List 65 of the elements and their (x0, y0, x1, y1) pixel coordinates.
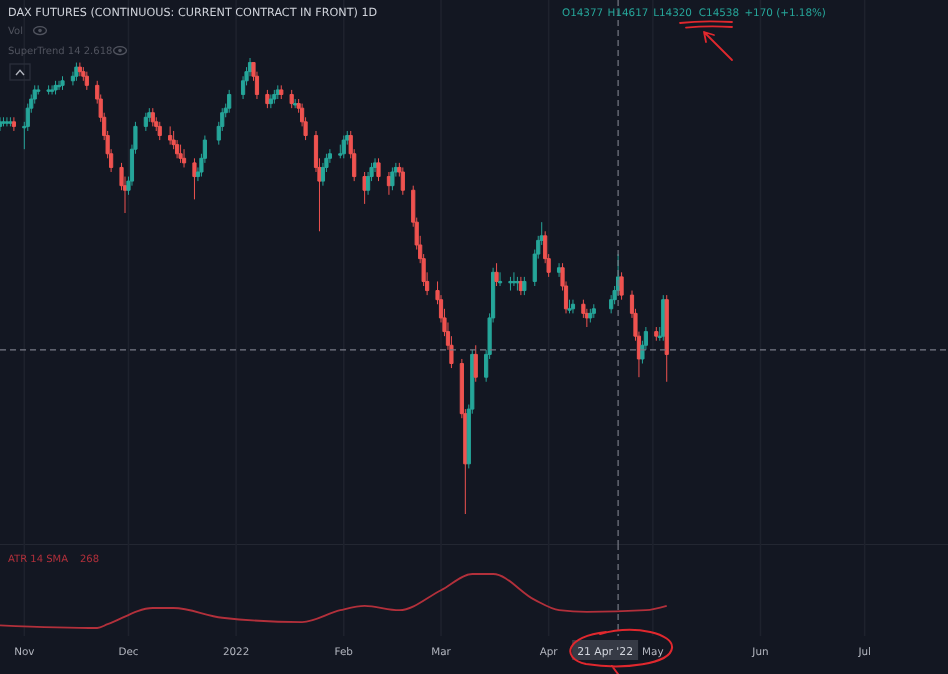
candlestick (74, 62, 79, 82)
candlestick (390, 166, 395, 191)
candlestick (150, 107, 155, 127)
candlestick (56, 80, 62, 91)
candlestick (327, 148, 332, 164)
candlestick (494, 262, 499, 287)
candlestick (515, 276, 520, 292)
candlestick (11, 116, 16, 132)
candlestick (154, 116, 159, 132)
candlestick (81, 66, 86, 82)
candlestick (84, 71, 89, 91)
candlestick (268, 93, 273, 109)
candlestick (192, 157, 197, 200)
candlestick (386, 171, 392, 196)
candlestick (279, 84, 284, 100)
candlestick (365, 171, 371, 196)
candlestick (581, 299, 586, 319)
candlestick (8, 116, 13, 127)
candlestick (46, 84, 51, 95)
candlestick (178, 144, 183, 164)
candlestick (570, 299, 576, 314)
candlestick (1, 116, 6, 127)
candlestick (70, 71, 76, 86)
candlestick (227, 89, 232, 114)
candlestick (362, 171, 367, 205)
candlestick (247, 57, 253, 77)
candlestick (511, 271, 517, 287)
candlestick (272, 89, 277, 105)
candlestick (522, 276, 527, 296)
candlestick (556, 262, 562, 278)
candlestick (60, 75, 65, 91)
candlestick (181, 148, 187, 168)
candlestick (400, 166, 405, 196)
candlestick (275, 84, 280, 100)
candlestick (147, 107, 152, 123)
candlestick (518, 276, 523, 296)
candlestick (175, 139, 180, 159)
candlestick (4, 116, 10, 127)
candlestick (376, 157, 381, 182)
candlestick (584, 308, 589, 328)
candlestick (240, 75, 246, 100)
candlestick (49, 84, 55, 95)
candlestick (588, 308, 593, 323)
candlestick (619, 271, 624, 301)
candlestick (508, 276, 513, 292)
candlestick (157, 121, 162, 141)
candlestick (53, 80, 58, 95)
candlestick (77, 62, 82, 77)
candlestick (143, 112, 148, 132)
candlestick (609, 294, 614, 314)
candlestick (293, 98, 298, 109)
candlestick (171, 130, 176, 150)
candlestick (338, 144, 343, 159)
candlestick (320, 162, 326, 187)
candlestick (654, 326, 659, 342)
candlestick (664, 294, 669, 383)
candlestick (32, 84, 37, 105)
candlestick (341, 135, 346, 159)
candlestick (591, 303, 596, 319)
candlestick (289, 89, 294, 109)
candlestick (372, 157, 378, 173)
candlestick (567, 299, 572, 314)
candlestick (265, 89, 270, 109)
candlestick (473, 344, 478, 383)
candlestick (168, 125, 173, 146)
